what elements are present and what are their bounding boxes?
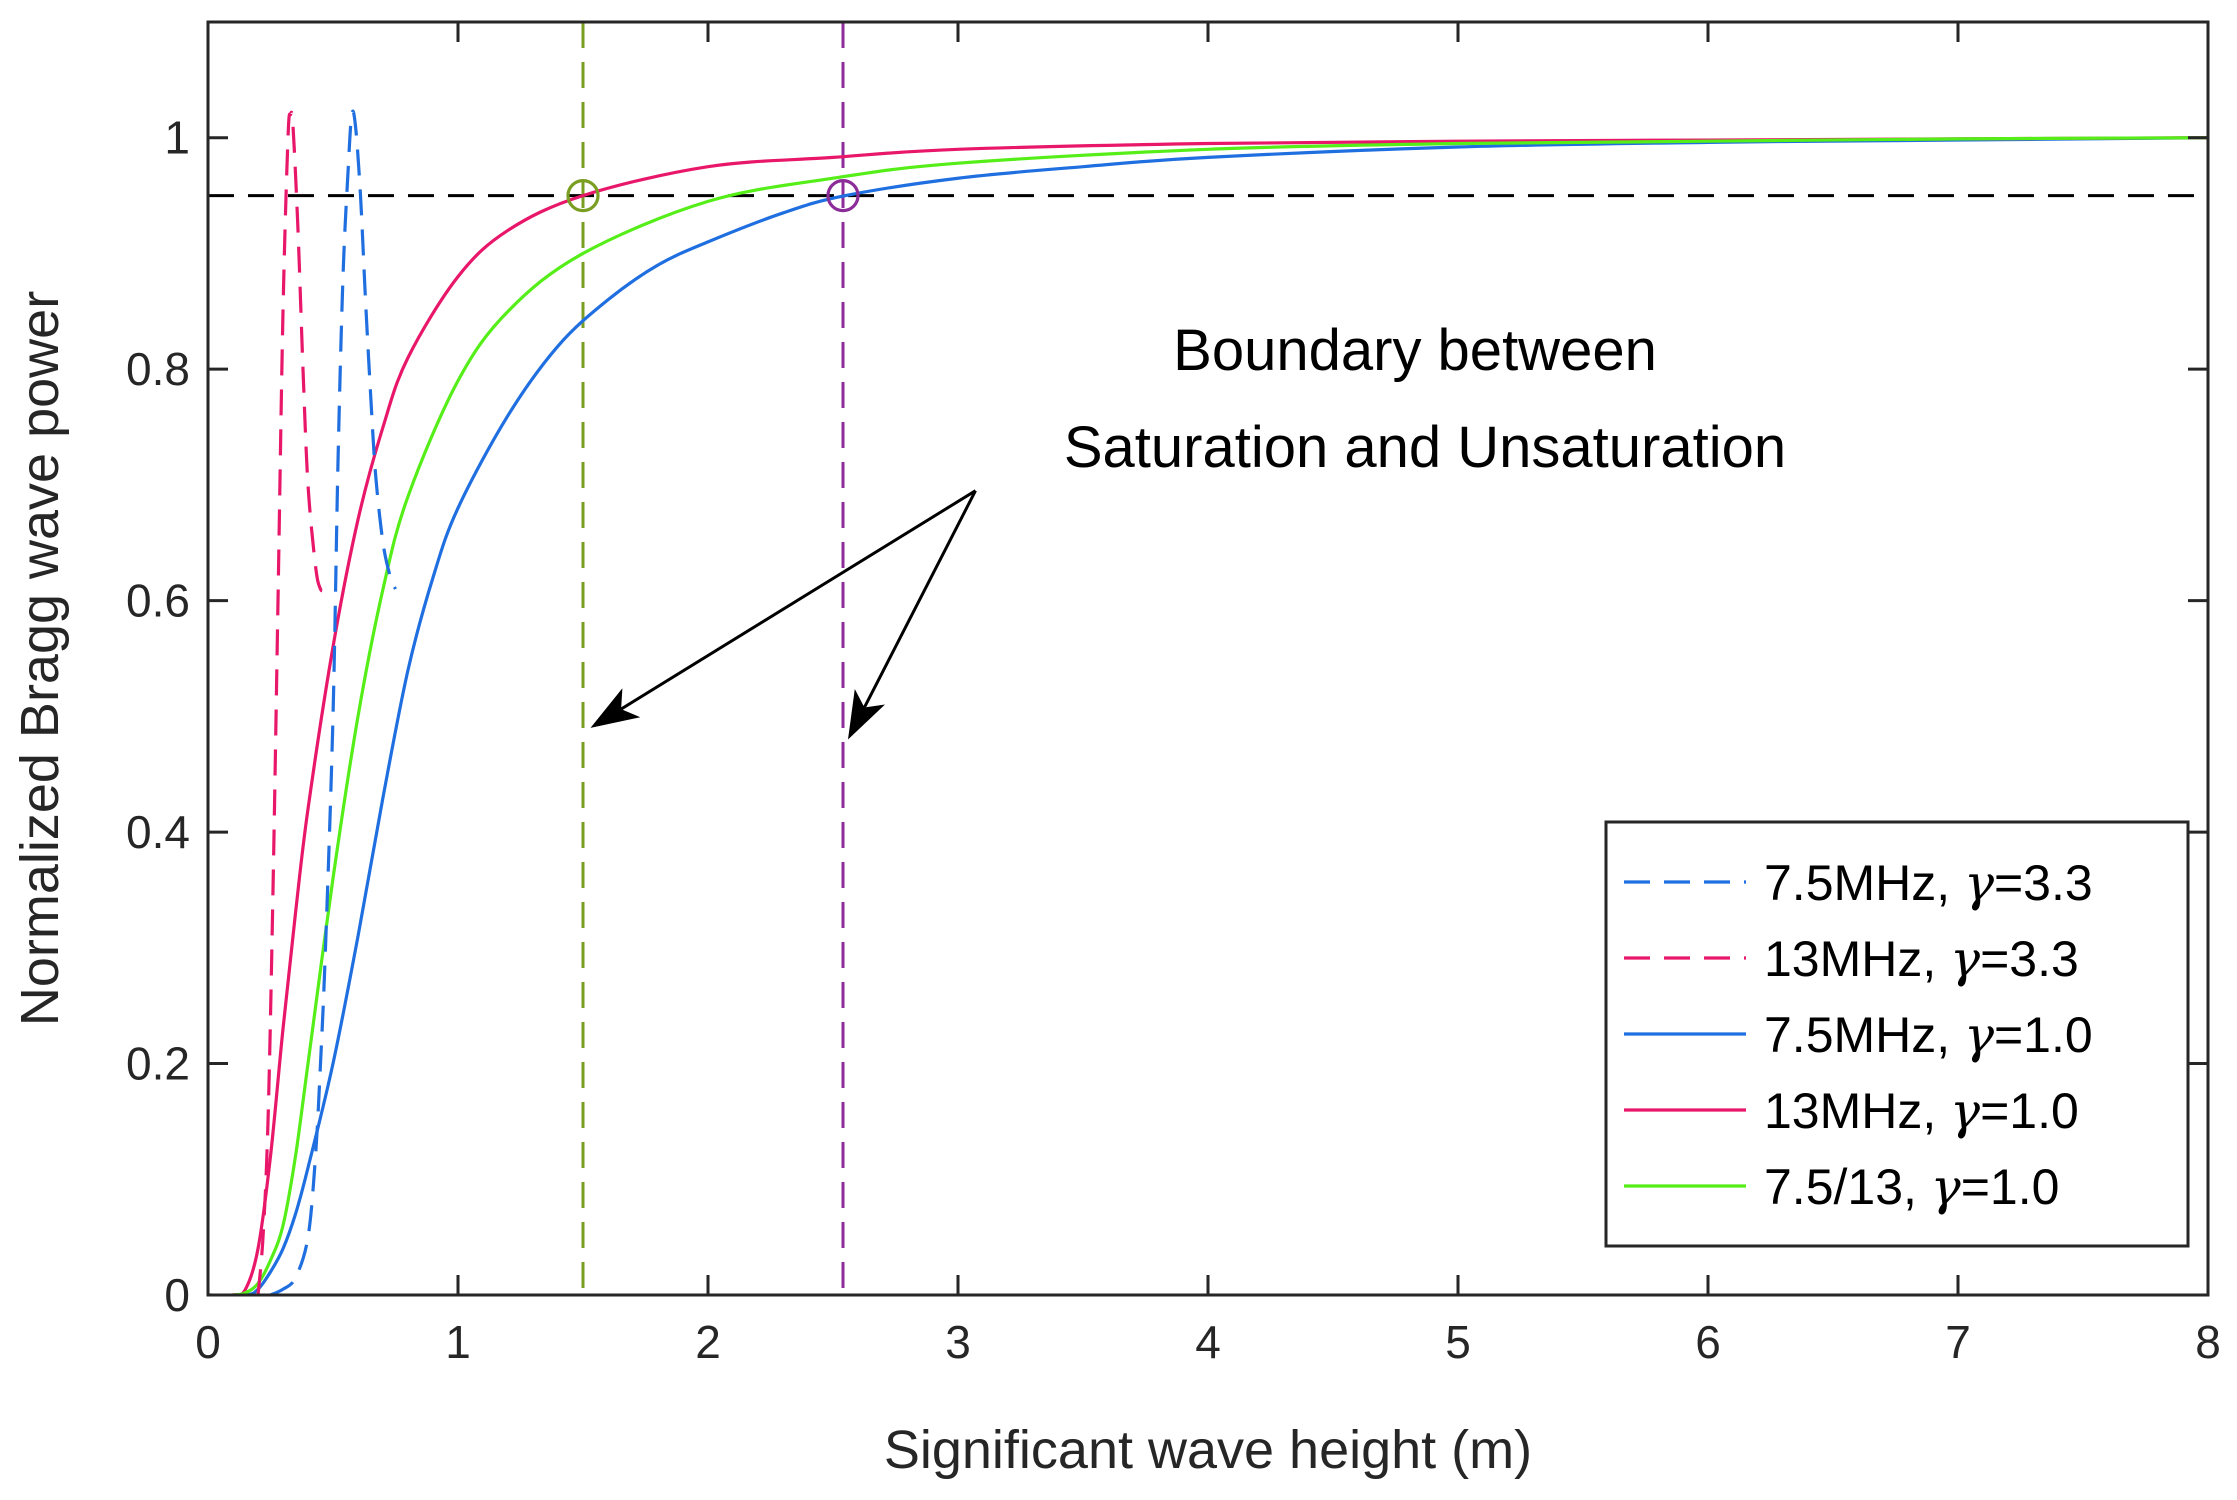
annotation-arrow-head-1: [848, 689, 885, 740]
marker-circle-1: [826, 178, 860, 213]
y-tick-label: 0.4: [126, 806, 190, 858]
axes: 0 1 2 3 4 5 6 7 8 0 0.2 0.4 0.6 0.8 1 Significant wave …: [10, 20, 2221, 1480]
legend-label-symbol: γ: [1950, 1082, 1980, 1140]
y-tick-label: 0.8: [126, 343, 190, 395]
legend-label-text: 7.5MHz,: [1764, 1007, 1964, 1063]
series-line-0: [269, 109, 397, 1295]
legend-label: 7.5MHz, γ=3.3: [1764, 854, 2093, 912]
legend-label-value: =1.0: [1961, 1159, 2060, 1215]
legend-label-value: =3.3: [1980, 931, 2079, 987]
legend-label-text: 13MHz,: [1764, 931, 1950, 987]
legend-label-value: =3.3: [1994, 855, 2093, 911]
legend-label-symbol: γ: [1950, 930, 1980, 988]
legend-box: [1604, 820, 2190, 1248]
legend-label: 13MHz, γ=1.0: [1764, 1082, 2079, 1140]
annotation-arrow-shaft-1: [863, 490, 977, 709]
annotation-line-1: Boundary between: [1173, 318, 1657, 383]
series-line-1: [256, 110, 327, 1295]
series-line-2: [208, 136, 2208, 1295]
x-tick-label: 4: [1195, 1316, 1221, 1368]
x-tick-label: 7: [1945, 1316, 1971, 1368]
legend-label-symbol: γ: [1964, 854, 1994, 912]
plot-area: [208, 22, 2208, 1295]
legend-label-text: 7.5/13,: [1764, 1159, 1931, 1215]
annotation: Boundary between Saturation and Unsaturat…: [590, 318, 1786, 740]
x-tick-label: 8: [2195, 1316, 2221, 1368]
x-tick-label: 2: [695, 1316, 721, 1368]
y-tick-label: 1: [164, 112, 190, 164]
legend-label-value: =1.0: [1994, 1007, 2093, 1063]
legend-label-symbol: γ: [1964, 1006, 1994, 1064]
series-line-3: [208, 136, 2208, 1295]
marker-circle-0: [566, 178, 600, 213]
x-tick-label: 0: [195, 1316, 221, 1368]
legend-label-symbol: γ: [1931, 1158, 1961, 1216]
legend-label: 13MHz, γ=3.3: [1764, 930, 2079, 988]
series-line-4: [208, 136, 2208, 1295]
legend-label-value: =1.0: [1980, 1083, 2079, 1139]
legend-label: 7.5MHz, γ=1.0: [1764, 1006, 2093, 1064]
x-tick-label: 5: [1445, 1316, 1471, 1368]
legend-label-text: 13MHz,: [1764, 1083, 1950, 1139]
x-tick-label: 6: [1695, 1316, 1721, 1368]
y-tick-label: 0.6: [126, 575, 190, 627]
y-tick-label: 0: [164, 1269, 190, 1321]
x-tick-label: 3: [945, 1316, 971, 1368]
legend-label: 7.5/13, γ=1.0: [1764, 1158, 2059, 1216]
x-axis-label: Significant wave height (m): [884, 1420, 1532, 1480]
annotation-arrow-head-0: [590, 688, 641, 728]
x-tick-label: 1: [445, 1316, 471, 1368]
annotation-line-2: Saturation and Unsaturation: [1064, 415, 1786, 480]
annotation-arrow-shaft-0: [620, 489, 977, 711]
legend-label-text: 7.5MHz,: [1764, 855, 1964, 911]
y-tick-label: 0.2: [126, 1038, 190, 1090]
y-axis-label: Normalized Bragg wave power: [10, 291, 70, 1026]
